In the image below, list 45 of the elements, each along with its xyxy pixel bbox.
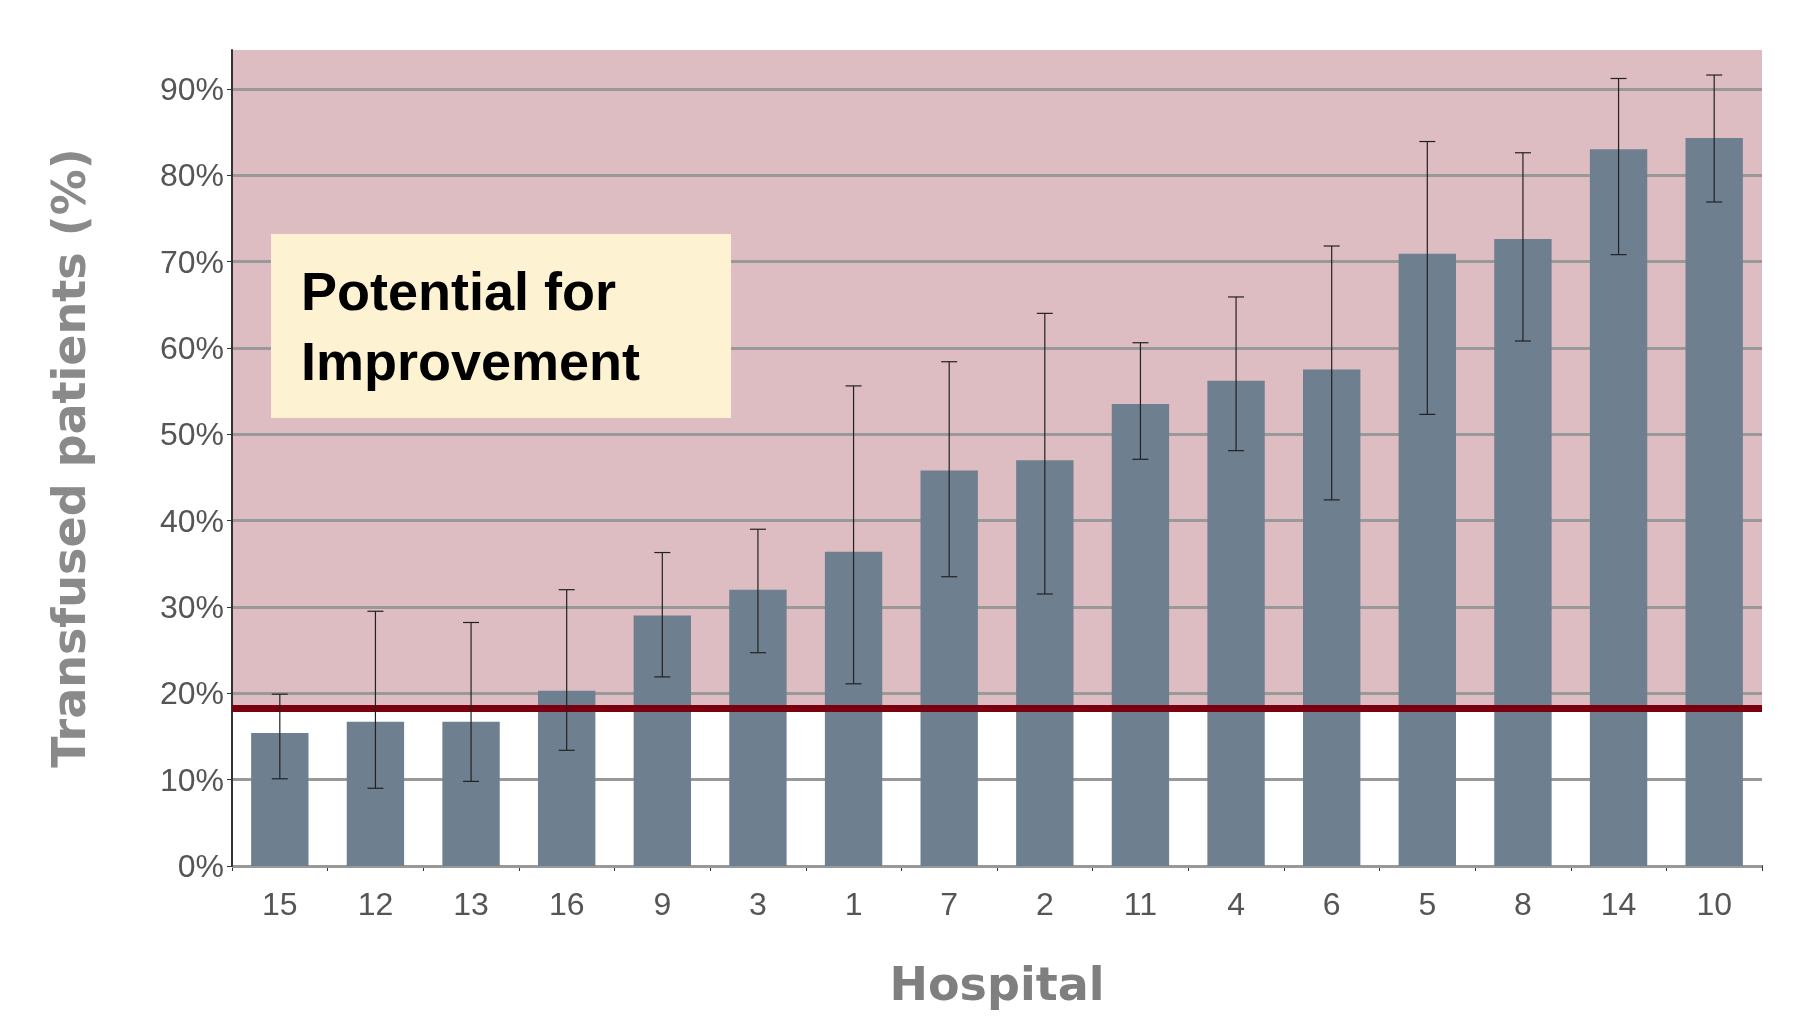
y-tick-label: 60% [159, 329, 224, 366]
x-tick-label: 9 [653, 886, 672, 922]
x-tick-label: 14 [1600, 886, 1637, 922]
bar [538, 690, 596, 866]
x-tick-label: 3 [749, 886, 767, 922]
y-tick-label: 40% [159, 502, 224, 539]
x-tick-label: 4 [1227, 886, 1245, 922]
x-tick-label: 2 [1035, 886, 1054, 922]
y-tick-label: 0% [177, 848, 224, 884]
y-axis-title: Transfused patients (%) [42, 148, 96, 768]
bar [1589, 149, 1648, 866]
y-tick-label: 30% [159, 588, 224, 625]
y-tick-label: 20% [159, 675, 224, 712]
bar [1685, 138, 1743, 866]
annotation: Potential for Improvement [301, 261, 641, 391]
bar [251, 733, 309, 866]
bar [1398, 253, 1456, 866]
bar [1111, 404, 1170, 866]
bar [729, 589, 787, 866]
x-tick-label: 12 [357, 886, 394, 922]
x-tick-label: 1 [844, 886, 863, 922]
x-tick-label: 15 [262, 886, 298, 922]
y-tick-label: 10% [159, 761, 224, 798]
bar [442, 721, 500, 866]
bar [1494, 239, 1552, 866]
x-tick-label: 16 [548, 886, 585, 922]
x-tick-label: 13 [453, 886, 489, 922]
x-tick-label: 11 [1123, 886, 1158, 922]
y-tick-label: 90% [159, 70, 224, 107]
x-tick-label: 5 [1418, 886, 1437, 922]
y-tick-label: 70% [159, 243, 224, 280]
x-axis-title: Hospital [889, 957, 1105, 1011]
bar [920, 470, 978, 866]
x-tick-label: 7 [940, 886, 959, 922]
x-tick-label: 6 [1322, 886, 1341, 922]
y-tick-label: 80% [159, 157, 224, 194]
bar [1207, 380, 1265, 866]
bar [824, 551, 883, 866]
bar [346, 721, 405, 866]
y-tick-label: 50% [159, 416, 224, 453]
x-tick-label: 8 [1514, 886, 1532, 922]
bar [633, 615, 691, 866]
bar [1303, 369, 1361, 866]
x-tick-label: 10 [1696, 886, 1732, 922]
bar [1016, 460, 1074, 866]
